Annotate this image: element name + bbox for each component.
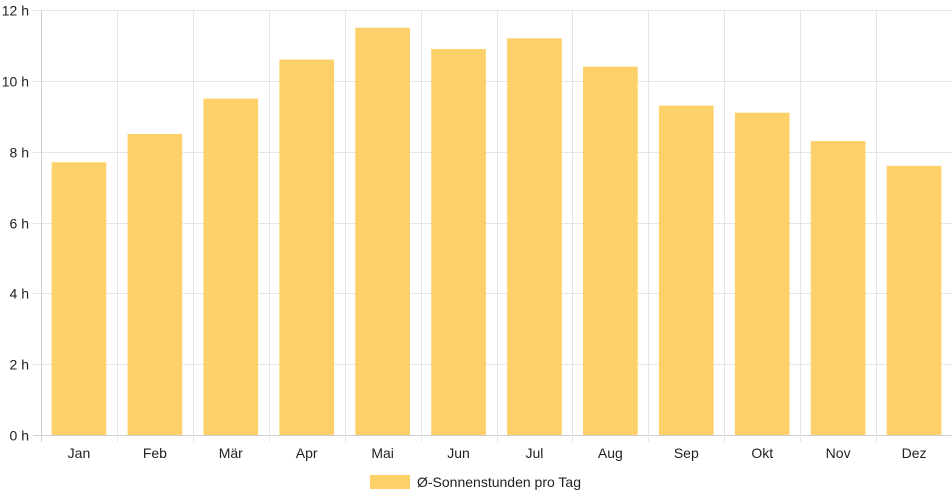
axis-layer: 0 h 2 h 4 h 6 h 8 h 10 h 12 h Jan Feb Mär Apr Mai Ju…: [2, 3, 927, 462]
bar-jun[interactable]: [431, 48, 486, 436]
x-tick-label: Feb: [143, 445, 167, 461]
x-tick-label: Okt: [751, 445, 773, 461]
bar-aug[interactable]: [583, 66, 638, 436]
bar-jul[interactable]: [507, 38, 562, 435]
x-tick-label: Dez: [902, 445, 927, 461]
grid-layer: [33, 10, 952, 442]
x-tick-label: Jun: [447, 445, 470, 461]
bar-okt[interactable]: [734, 112, 790, 436]
x-tick-label: Jul: [526, 445, 544, 461]
bar-sep[interactable]: [658, 105, 714, 436]
bar-mär[interactable]: [203, 98, 259, 435]
legend[interactable]: Ø-Sonnenstunden pro Tag: [370, 474, 581, 490]
y-tick-label: 6 h: [10, 216, 29, 232]
legend-swatch[interactable]: [370, 475, 410, 489]
bar-nov[interactable]: [810, 141, 866, 436]
bar-mai[interactable]: [355, 27, 410, 436]
y-tick-label: 12 h: [2, 3, 29, 19]
y-tick-label: 10 h: [2, 74, 29, 90]
legend-label[interactable]: Ø-Sonnenstunden pro Tag: [417, 474, 581, 490]
bar-apr[interactable]: [279, 59, 335, 435]
x-tick-label: Mai: [371, 445, 394, 461]
x-tick-label: Nov: [826, 445, 851, 461]
x-tick-label: Aug: [598, 445, 623, 461]
y-tick-label: 0 h: [10, 428, 29, 444]
x-tick-label: Apr: [296, 445, 318, 461]
x-tick-label: Jan: [68, 445, 91, 461]
x-tick-label: Mär: [219, 445, 243, 461]
bar-dez[interactable]: [886, 165, 942, 435]
x-tick-label: Sep: [674, 445, 699, 461]
bars-layer: [51, 27, 942, 436]
y-tick-label: 4 h: [10, 286, 29, 302]
y-tick-label: 2 h: [10, 357, 29, 373]
bar-feb[interactable]: [127, 133, 183, 435]
bar-jan[interactable]: [51, 162, 107, 436]
y-tick-label: 8 h: [10, 145, 29, 161]
